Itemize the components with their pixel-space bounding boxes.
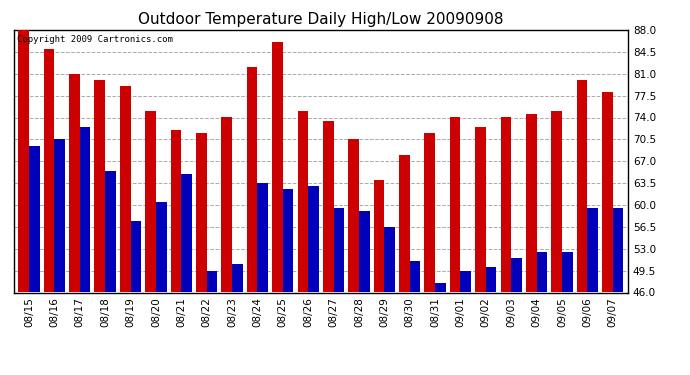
Bar <box>587 208 598 292</box>
Bar <box>43 49 55 292</box>
Bar <box>257 183 268 292</box>
Bar <box>435 283 446 292</box>
Bar <box>486 267 496 292</box>
Bar <box>537 252 547 292</box>
Bar <box>19 30 29 292</box>
Text: Copyright 2009 Cartronics.com: Copyright 2009 Cartronics.com <box>17 35 172 44</box>
Bar <box>613 208 623 292</box>
Bar <box>221 117 232 292</box>
Bar <box>424 133 435 292</box>
Bar <box>232 264 243 292</box>
Bar <box>308 186 319 292</box>
Bar <box>207 271 217 292</box>
Bar <box>526 114 537 292</box>
Bar <box>450 117 460 292</box>
Bar <box>272 42 283 292</box>
Title: Outdoor Temperature Daily High/Low 20090908: Outdoor Temperature Daily High/Low 20090… <box>138 12 504 27</box>
Bar <box>384 227 395 292</box>
Bar <box>105 171 116 292</box>
Bar <box>373 180 384 292</box>
Bar <box>348 140 359 292</box>
Bar <box>323 121 333 292</box>
Bar <box>359 211 370 292</box>
Bar <box>120 86 130 292</box>
Bar <box>146 111 156 292</box>
Bar <box>551 111 562 292</box>
Bar <box>602 93 613 292</box>
Bar <box>181 174 192 292</box>
Bar <box>283 189 293 292</box>
Bar <box>95 80 105 292</box>
Bar <box>475 127 486 292</box>
Bar <box>297 111 308 292</box>
Bar <box>247 68 257 292</box>
Bar <box>55 140 65 292</box>
Bar <box>410 261 420 292</box>
Bar <box>333 208 344 292</box>
Bar <box>562 252 573 292</box>
Bar <box>130 220 141 292</box>
Bar <box>460 271 471 292</box>
Bar <box>577 80 587 292</box>
Bar <box>500 117 511 292</box>
Bar <box>156 202 166 292</box>
Bar <box>399 155 410 292</box>
Bar <box>196 133 207 292</box>
Bar <box>511 258 522 292</box>
Bar <box>80 127 90 292</box>
Bar <box>29 146 40 292</box>
Bar <box>69 74 80 292</box>
Bar <box>170 130 181 292</box>
